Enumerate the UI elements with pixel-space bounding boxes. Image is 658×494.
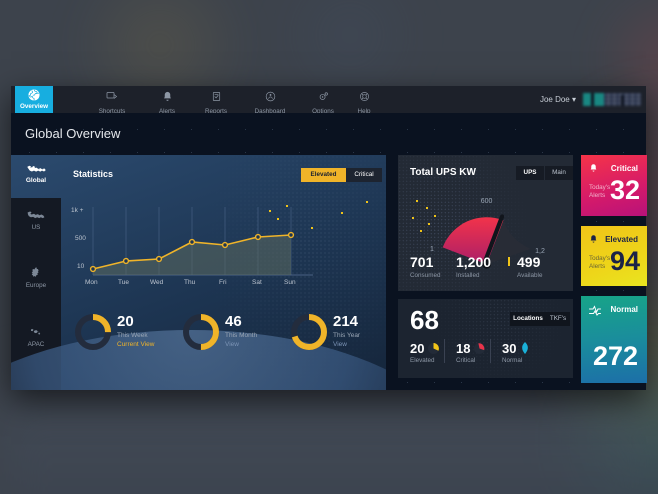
svg-text:1: 1 — [430, 246, 434, 253]
svg-text:600: 600 — [481, 198, 493, 205]
